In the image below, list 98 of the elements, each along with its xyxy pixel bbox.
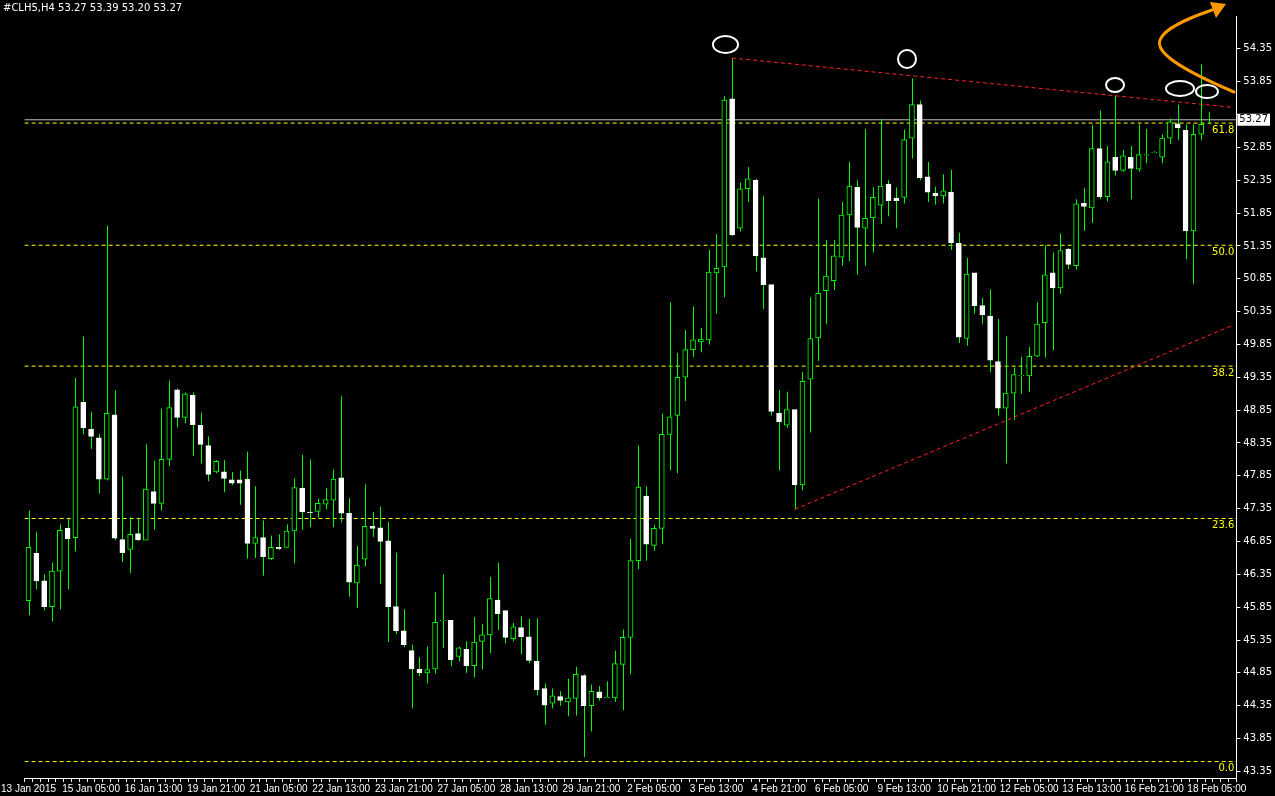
candlestick: [424, 646, 431, 684]
candlestick: [400, 608, 407, 648]
candlestick: [1174, 104, 1181, 141]
candlestick: [744, 166, 751, 203]
candlestick: [1026, 346, 1033, 393]
candlestick: [690, 305, 696, 358]
y-tick-label: 49.85: [1243, 338, 1273, 350]
candlestick: [354, 545, 360, 609]
candlestick: [307, 458, 313, 528]
candlestick: [1198, 64, 1205, 141]
candlestick: [549, 688, 556, 709]
annotation: 38.2: [1212, 366, 1235, 378]
candlestick: [862, 128, 868, 267]
x-tick-label: 6 Feb 05:00: [814, 782, 869, 794]
y-tick-label: 50.85: [1243, 272, 1273, 284]
candlestick: [127, 516, 133, 574]
annotation: 61.8: [1212, 123, 1235, 135]
candlestick: [651, 524, 657, 552]
x-tick-label: 27 Jan 05:00: [437, 782, 496, 794]
x-tick-label: 19 Jan 21:00: [187, 782, 246, 794]
candlestick: [471, 616, 477, 678]
y-tick-label: 48.35: [1243, 436, 1273, 448]
y-tick-label: 52.35: [1243, 173, 1273, 185]
candlestick: [135, 518, 141, 542]
candlestick: [572, 666, 579, 717]
y-tick-label: 46.35: [1243, 567, 1273, 579]
candlestick: [526, 618, 532, 664]
candlestick: [1112, 94, 1119, 177]
candlestick: [510, 622, 517, 642]
candlestick: [1065, 247, 1072, 270]
x-tick-label: 16 Feb 21:00: [1124, 782, 1185, 794]
candlestick: [369, 511, 376, 538]
candlestick: [252, 485, 259, 559]
candlestick: [440, 573, 446, 649]
x-tick-label: 23 Jan 21:00: [374, 782, 434, 794]
y-tick-label: 45.35: [1243, 633, 1273, 645]
candlestick: [979, 297, 986, 325]
x-tick-label: 22 Jan 13:00: [312, 782, 371, 794]
x-tick-label: 9 Feb 13:00: [877, 782, 932, 794]
candlestick: [1018, 356, 1025, 395]
candlestick: [268, 535, 274, 561]
y-tick-label: 45.85: [1243, 600, 1273, 612]
candlestick: [1159, 133, 1165, 164]
candlestick: [1081, 187, 1087, 232]
candlestick: [784, 391, 790, 429]
y-tick-label: 47.85: [1243, 469, 1273, 481]
y-tick-label: 50.35: [1243, 305, 1273, 317]
candlestick: [479, 623, 485, 671]
x-tick-label: 13 Feb 13:00: [1062, 782, 1122, 794]
y-tick-label: 43.85: [1243, 732, 1273, 744]
candlestick: [823, 239, 829, 325]
candlestick: [260, 520, 266, 577]
candlestick: [393, 552, 399, 635]
y-tick-label: 49.35: [1243, 370, 1273, 382]
candlestick: [88, 411, 94, 450]
chart-title: #CLH5,H4 53.27 53.39 53.20 53.27: [3, 1, 183, 13]
candlestick: [314, 498, 321, 519]
candlestick: [870, 186, 876, 253]
x-tick-label: 16 Jan 13:00: [124, 782, 183, 794]
y-tick-label: 52.85: [1243, 140, 1273, 152]
candlestick: [463, 640, 470, 674]
candlestick: [940, 173, 947, 204]
candlestick: [221, 459, 227, 493]
candlestick: [299, 454, 305, 531]
y-tick-label: 43.35: [1243, 765, 1273, 777]
y-tick-label: 46.85: [1243, 535, 1273, 547]
x-tick-label: 15 Jan 05:00: [62, 782, 121, 794]
y-tick-label: 51.85: [1243, 206, 1273, 218]
ref-line-label: 53.27: [1239, 113, 1269, 125]
x-tick-label: 12 Feb 05:00: [999, 782, 1060, 794]
annotation: 0.0: [1218, 762, 1235, 774]
candlestick: [182, 391, 188, 424]
x-tick-label: 4 Feb 21:00: [752, 782, 807, 794]
y-tick-label: 47.35: [1243, 502, 1273, 514]
x-tick-label: 2 Feb 05:00: [627, 782, 682, 794]
candlestick: [1002, 336, 1009, 464]
x-tick-label: 29 Jan 21:00: [562, 782, 621, 794]
annotation: 23.6: [1212, 519, 1235, 531]
x-tick-label: 18 Feb 05:00: [1187, 782, 1247, 794]
y-tick-label: 51.35: [1243, 239, 1273, 251]
x-tick-label: 10 Feb 21:00: [937, 782, 997, 794]
candlestick: [830, 239, 837, 291]
candlestick: [604, 680, 610, 699]
y-tick-label: 44.85: [1243, 666, 1273, 678]
x-tick-label: 21 Jan 05:00: [249, 782, 309, 794]
x-tick-label: 13 Jan 2015: [1, 782, 57, 794]
y-tick-label: 44.35: [1243, 699, 1273, 711]
candlestick: [1120, 149, 1126, 173]
y-tick-label: 53.85: [1243, 75, 1273, 87]
x-tick-label: 28 Jan 13:00: [499, 782, 559, 794]
candlestick: [1167, 117, 1173, 145]
y-tick-label: 48.85: [1243, 403, 1273, 415]
candlestick: [1128, 145, 1134, 200]
x-tick-label: 3 Feb 13:00: [689, 782, 744, 794]
y-tick-label: 54.35: [1243, 42, 1273, 54]
candlestick: [518, 615, 524, 655]
candlestick: [776, 389, 782, 472]
annotation: 50.0: [1212, 245, 1235, 257]
